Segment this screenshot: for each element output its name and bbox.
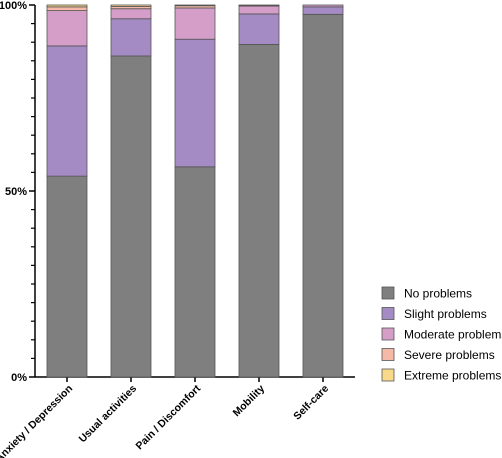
bar-stack bbox=[46, 4, 88, 378]
x-tick-label: Mobility bbox=[231, 383, 268, 420]
legend-swatch bbox=[381, 307, 395, 320]
bar-segment bbox=[302, 6, 344, 15]
x-tick-label: Anxiety / Depression bbox=[0, 383, 75, 458]
bar-stack bbox=[238, 4, 280, 378]
legend-swatch bbox=[381, 348, 395, 361]
legend-label: Slight problems bbox=[404, 307, 487, 321]
bar-segment bbox=[110, 4, 152, 7]
bar-segment bbox=[46, 45, 88, 177]
legend-item: Slight problems bbox=[381, 307, 487, 321]
bar-stack bbox=[302, 4, 344, 378]
bar-segment bbox=[110, 8, 152, 20]
y-axis: 0% 50% 100% bbox=[0, 0, 36, 384]
bar-segment bbox=[302, 4, 344, 8]
bar-segment bbox=[174, 166, 216, 378]
legend-label: Severe problems bbox=[404, 348, 495, 362]
x-axis: Anxiety / Depression Usual activitiesPain… bbox=[0, 376, 355, 458]
x-tick-label: Usual activities bbox=[77, 383, 140, 446]
bar-segment bbox=[238, 13, 280, 45]
legend-swatch bbox=[381, 286, 395, 300]
bar-segment bbox=[174, 38, 216, 168]
bar-segment bbox=[302, 13, 344, 378]
bar-segment bbox=[174, 7, 216, 40]
x-tick-label: Pain / Discomfort bbox=[134, 382, 204, 452]
legend: No problems Slight problems Moderate probl… bbox=[381, 286, 502, 383]
bar-segment bbox=[238, 44, 280, 378]
y-tick-label: 50% bbox=[5, 186, 27, 198]
bar-segment bbox=[46, 175, 88, 378]
legend-swatch bbox=[381, 368, 395, 382]
legend-item: Extreme problems bbox=[381, 368, 501, 383]
bar-segment bbox=[110, 55, 152, 378]
bar-segment bbox=[238, 4, 280, 6]
bar-stack bbox=[110, 4, 152, 378]
bar-segment bbox=[174, 4, 216, 7]
legend-item: No problems bbox=[381, 286, 472, 301]
legend-swatch bbox=[381, 327, 395, 341]
bar-stack bbox=[174, 4, 216, 378]
bar-segment bbox=[238, 5, 280, 15]
bar-segment bbox=[46, 6, 88, 11]
bar-segment bbox=[110, 18, 152, 57]
legend-label: Moderate problems bbox=[404, 328, 502, 342]
bar-segment bbox=[46, 10, 88, 47]
bar-segment bbox=[46, 4, 88, 8]
legend-item: Moderate problems bbox=[381, 327, 502, 342]
legend-item: Severe problems bbox=[381, 348, 495, 362]
y-tick-label: 0% bbox=[11, 372, 27, 384]
bars bbox=[46, 4, 344, 378]
legend-label: No problems bbox=[404, 287, 472, 301]
y-tick-label: 100% bbox=[0, 0, 27, 12]
x-tick-label: Self-care bbox=[291, 383, 331, 423]
legend-label: Extreme problems bbox=[404, 369, 501, 383]
